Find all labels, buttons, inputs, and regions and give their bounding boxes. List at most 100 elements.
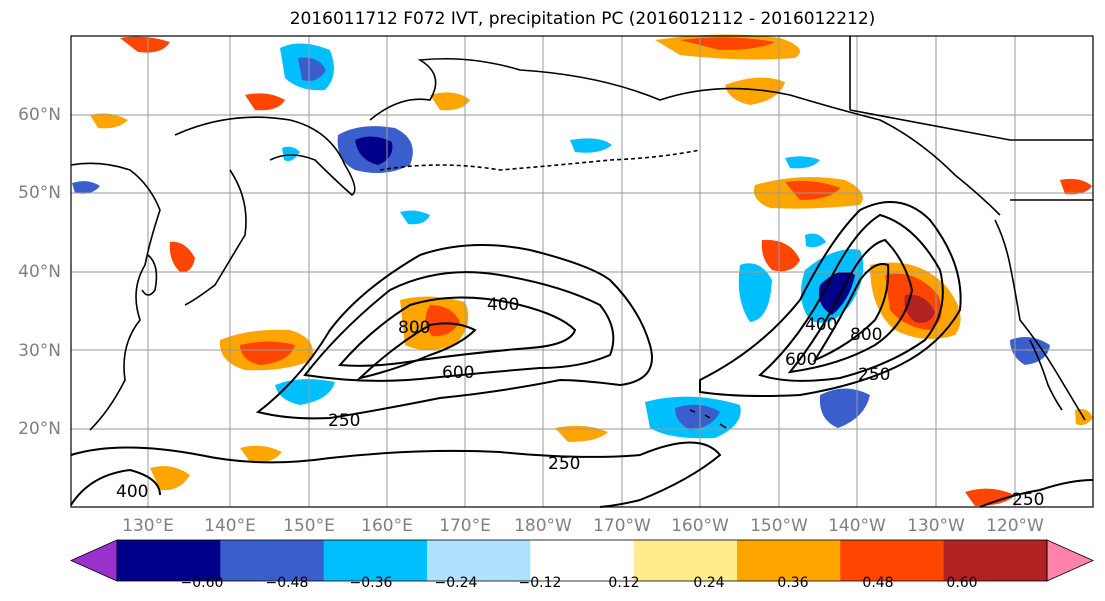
colorbar-tick-label: 0.48 [862, 575, 893, 591]
lon-tick-label: 140°E [204, 516, 256, 536]
precip-positive-south-4 [965, 488, 1015, 506]
precip-negative-small-5 [570, 138, 612, 153]
precip-positive-north-5 [430, 92, 470, 111]
na-west-coast [994, 219, 1086, 421]
colorbar-segment [427, 540, 531, 581]
aleutians [379, 149, 701, 171]
contour-label: 600 [785, 350, 817, 370]
colorbar [70, 539, 1094, 582]
canada-border [849, 36, 1093, 141]
precip-positive-east-1 [1060, 178, 1092, 195]
colorbar-segment [633, 540, 738, 581]
ivt-contours [70, 201, 1094, 508]
precip-positive-japan [169, 241, 195, 273]
lat-tick-labels: 60°N 50°N 40°N 30°N 20°N [18, 105, 61, 439]
colorbar-segment [840, 540, 945, 581]
contour-label: 250 [1012, 490, 1044, 510]
lat-tick-label: 20°N [18, 419, 61, 439]
ivt-contour-250-se [979, 479, 1094, 508]
colorbar-segment [530, 540, 635, 581]
precip-negative-bering-core [298, 57, 326, 81]
precip-negative-small-2 [785, 156, 820, 169]
baja [1029, 339, 1063, 411]
precip-positive-south-1 [555, 425, 608, 442]
contour-label: 800 [398, 318, 430, 338]
ivt-contour-400-east [758, 213, 944, 382]
colorbar-segment [943, 540, 1048, 581]
ivt-contour-400-west [303, 271, 615, 382]
precip-positive-south-3 [150, 466, 190, 491]
lon-tick-label: 130°E [122, 516, 174, 536]
coastlines [70, 36, 1093, 431]
lon-tick-label: 180°W [514, 516, 572, 536]
colorbar-tick-label: 0.36 [777, 575, 808, 591]
precip-positive-south-2 [240, 445, 282, 463]
lon-tick-label: 170°E [439, 516, 491, 536]
colorbar-segment [220, 540, 325, 581]
colorbar-extend-max [1046, 539, 1094, 582]
colorbar-tick-label: −0.60 [181, 575, 224, 591]
contour-label: 400 [116, 482, 148, 502]
colorbar-extend-min [70, 539, 118, 582]
colorbar-tick-label: 0.60 [946, 575, 977, 591]
colorbar-tick-label: −0.12 [519, 575, 562, 591]
hawaii [689, 409, 727, 429]
colorbar-tick-label: −0.24 [435, 575, 478, 591]
ivt-contour-800-west [356, 322, 477, 380]
contour-label: 250 [548, 454, 580, 474]
ivt-contour-600-east [787, 238, 914, 374]
ivt-contour-250-east [699, 201, 962, 397]
precip-negative-small-1 [400, 210, 430, 225]
precip-positive-northeast-core [785, 180, 840, 200]
lon-tick-label: 140°W [828, 516, 886, 536]
contour-label: 600 [442, 363, 474, 383]
map-title: 2016011712 F072 IVT, precipitation PC (2… [289, 9, 876, 29]
japan-islands [184, 169, 247, 306]
ivt-contour-400-south [70, 468, 161, 506]
lon-tick-label: 130°W [907, 516, 965, 536]
colorbar-frame [116, 539, 1048, 582]
lat-tick-label: 50°N [18, 183, 61, 203]
colorbar-tick-label: 0.24 [693, 575, 724, 591]
contour-label: 800 [850, 325, 882, 345]
contour-label: 250 [858, 365, 890, 385]
precip-negative-hawaii-core [675, 404, 720, 430]
colorbar-tick-label: −0.36 [350, 575, 393, 591]
precip-negative-baja [1010, 336, 1050, 365]
colorbar-tick-label: 0.12 [608, 575, 639, 591]
map-frame [70, 35, 1094, 508]
kamchatka-coast [174, 116, 356, 196]
lat-tick-label: 60°N [18, 105, 61, 125]
ivt-contour-250-west [255, 244, 653, 420]
lat-tick-label: 40°N [18, 262, 61, 282]
colorbar-segment [323, 540, 428, 581]
colorbar-segment [117, 540, 221, 581]
precip-negative-east-pacific [738, 263, 772, 322]
lat-tick-label: 30°N [18, 341, 61, 361]
precip-positive-mid [761, 239, 800, 272]
korea-coast [141, 254, 158, 296]
lon-tick-labels: 130°E 140°E 150°E 160°E 170°E 180°W 170°… [122, 516, 1044, 536]
precip-positive-north-6 [90, 113, 128, 129]
precip-negative-small-4 [282, 146, 300, 161]
contour-labels: 400 800 600 250 400 600 800 250 250 400 … [116, 295, 1044, 510]
alaska-coast [369, 57, 1001, 216]
graticule [71, 36, 1093, 507]
lon-tick-label: 150°W [750, 516, 808, 536]
colorbar-tick-labels: −0.60 −0.48 −0.36 −0.24 −0.12 0.12 0.24 … [181, 575, 978, 591]
lon-tick-label: 170°W [593, 516, 651, 536]
precip-positive-central-core [425, 305, 460, 337]
lon-tick-label: 150°E [283, 516, 335, 536]
ivt-contour-250-south [70, 441, 722, 508]
asia-coast [70, 162, 161, 431]
contour-label: 400 [487, 295, 519, 315]
precip-positive-north-3 [120, 36, 170, 53]
precip-positive-gulf-core [904, 294, 935, 323]
colorbar-tick-label: −0.48 [266, 575, 309, 591]
ivt-contour-800-east [812, 263, 890, 363]
precip-positive-west-sub-core [240, 341, 295, 365]
lon-tick-label: 160°E [361, 516, 413, 536]
lon-tick-label: 120°W [986, 516, 1044, 536]
lon-tick-label: 160°W [671, 516, 729, 536]
